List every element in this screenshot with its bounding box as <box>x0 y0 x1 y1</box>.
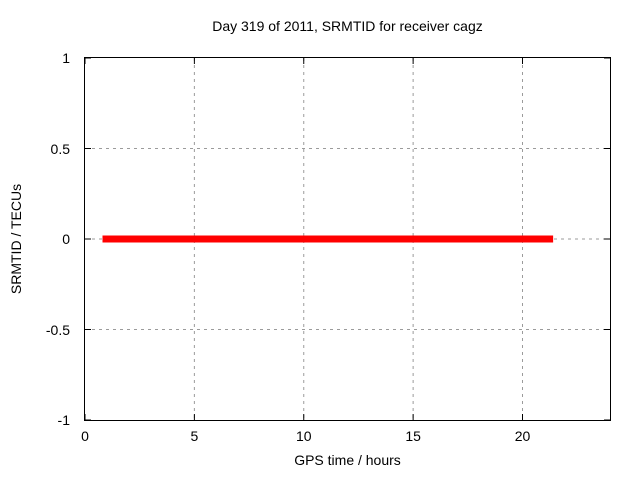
y-tick-label: -1 <box>57 412 70 428</box>
y-tick-label: 0.5 <box>50 140 70 157</box>
x-tick-label: 20 <box>514 428 531 444</box>
plot-area <box>84 57 611 421</box>
y-tick-label: 0 <box>62 231 70 247</box>
y-tick-label: 1 <box>62 50 70 66</box>
x-tick-label: 15 <box>405 428 421 444</box>
chart-title: Day 319 of 2011, SRMTID for receiver cag… <box>212 18 483 34</box>
x-tick-label: 0 <box>81 428 89 444</box>
x-tick-label: 10 <box>295 428 312 444</box>
x-axis-label: GPS time / hours <box>294 452 401 468</box>
y-tick-label: -0.5 <box>45 321 70 338</box>
plot-svg <box>85 58 610 420</box>
x-tick-label: 5 <box>190 428 199 444</box>
